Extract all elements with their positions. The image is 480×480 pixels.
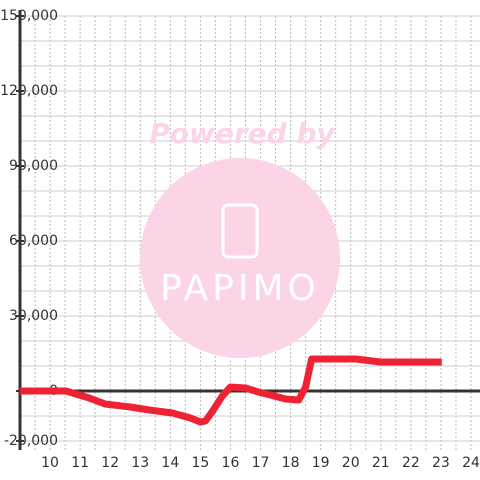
x-tick-label: 12 [101,455,119,471]
x-tick-label: 11 [71,455,89,471]
watermark: Powered by PAPIMO [140,117,340,358]
data-line [20,355,442,426]
x-tick-label: 17 [252,455,270,471]
x-tick-label: 15 [191,455,209,471]
x-tick-label: 22 [402,455,420,471]
watermark-text: Powered by [149,117,336,150]
x-tick-label: 20 [342,455,360,471]
y-tick-label: -20,000 [4,433,58,449]
y-tick-label: 150,000 [0,8,58,24]
watermark-logo: PAPIMO [160,268,320,309]
x-tick-label: 21 [372,455,390,471]
x-tick-label: 23 [432,455,450,471]
x-tick-label: 24 [462,455,480,471]
x-tick-label: 16 [222,455,240,471]
y-tick-label: 30,000 [9,308,58,324]
x-tick-label: 13 [131,455,149,471]
watermark-icon [221,203,259,259]
x-tick-label: 18 [282,455,300,471]
y-tick-label: 120,000 [0,83,58,99]
x-tick-label: 14 [161,455,179,471]
y-tick-label: 90,000 [9,158,58,174]
x-tick-label: 10 [41,455,59,471]
y-tick-label: 60,000 [9,233,58,249]
x-tick-label: 19 [312,455,330,471]
